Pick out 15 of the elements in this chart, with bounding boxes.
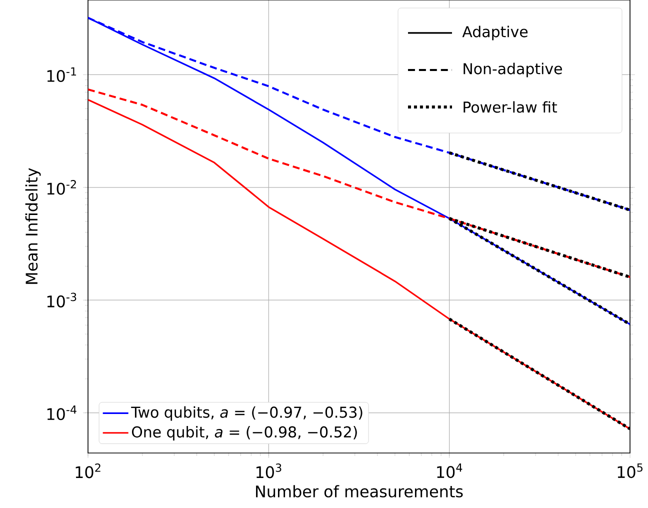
y-tick-label: 10$^{-2}$ — [47, 180, 76, 195]
x-tick-label: 10$^{2}$ — [76, 463, 100, 478]
annotation: Adaptive — [462, 26, 528, 40]
x-tick-label: 10$^{5}$ — [618, 463, 642, 478]
annotation: Non-adaptive — [464, 62, 562, 78]
legend-label: One qubit, a = (−0.98, −0.52) — [132, 426, 357, 440]
y-tick-label: 10$^{-1}$ — [47, 67, 76, 82]
x-tick-label: 10$^{4}$ — [437, 463, 462, 478]
y-tick-label: 10$^{-3}$ — [47, 292, 76, 308]
x-axis-title: Number of measurements — [256, 485, 463, 498]
annotation: Power-law fit — [464, 101, 558, 113]
x-tick-label: 10$^{3}$ — [256, 463, 282, 478]
y-axis-title: Mean Infidelity — [25, 168, 41, 284]
legend-label: Two qubits, a = (−0.97, −0.53) — [131, 406, 362, 421]
y-tick-label: 10$^{-4}$ — [47, 406, 76, 420]
